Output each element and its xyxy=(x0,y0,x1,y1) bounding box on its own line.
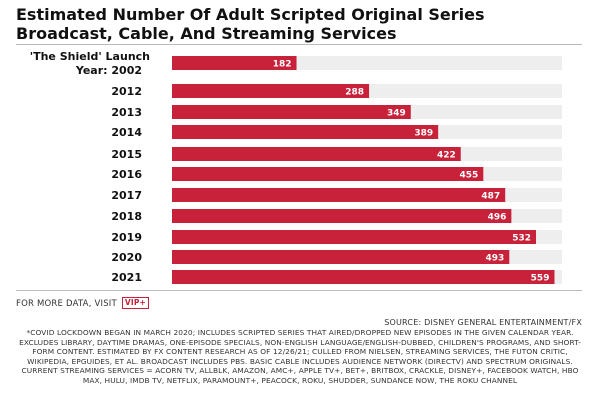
data-label: 455 xyxy=(460,171,479,181)
data-label: 532 xyxy=(512,234,531,244)
bar xyxy=(172,270,555,284)
category-label: 2016 xyxy=(111,168,142,181)
category-label: 2020 xyxy=(111,251,142,264)
bar xyxy=(172,188,506,202)
category-label: 2021 xyxy=(111,271,142,284)
title-divider xyxy=(16,44,582,45)
bar xyxy=(172,147,461,161)
data-label: 496 xyxy=(488,213,507,223)
data-label: 389 xyxy=(414,129,433,139)
category-label: Year: 2002 xyxy=(75,64,142,77)
bar xyxy=(172,84,370,98)
data-label: 288 xyxy=(345,88,364,98)
bar xyxy=(172,209,512,223)
data-label: 349 xyxy=(387,109,406,119)
data-label: 422 xyxy=(437,151,456,161)
category-label: 2019 xyxy=(111,231,142,244)
chart-divider xyxy=(16,290,582,291)
category-label: 2012 xyxy=(111,85,142,98)
vip-link[interactable]: VIP+ xyxy=(121,297,150,309)
bar xyxy=(172,230,536,244)
category-label: 'The Shield' Launch xyxy=(30,50,150,63)
data-label: 493 xyxy=(486,254,505,264)
data-label: 487 xyxy=(481,192,500,202)
bar xyxy=(172,56,297,70)
bar xyxy=(172,250,510,264)
category-label: 2013 xyxy=(111,106,142,119)
bar xyxy=(172,167,484,181)
chart-title: Estimated Number Of Adult Scripted Origi… xyxy=(16,5,485,43)
data-label: 182 xyxy=(273,60,292,70)
more-data-line: FOR MORE DATA, VISIT VIP+ xyxy=(16,297,150,309)
source-text: SOURCE: DISNEY GENERAL ENTERTAINMENT/FX xyxy=(384,318,582,327)
bar xyxy=(172,125,439,139)
data-label: 559 xyxy=(531,274,550,284)
category-label: 2017 xyxy=(111,189,142,202)
more-data-text: FOR MORE DATA, VISIT xyxy=(16,299,117,309)
category-label: 2018 xyxy=(111,210,142,223)
bar xyxy=(172,105,411,119)
category-label: 2015 xyxy=(111,148,142,161)
category-label: 2014 xyxy=(111,126,142,139)
footnote-text: *COVID LOCKDOWN BEGAN IN MARCH 2020; INC… xyxy=(19,328,581,385)
